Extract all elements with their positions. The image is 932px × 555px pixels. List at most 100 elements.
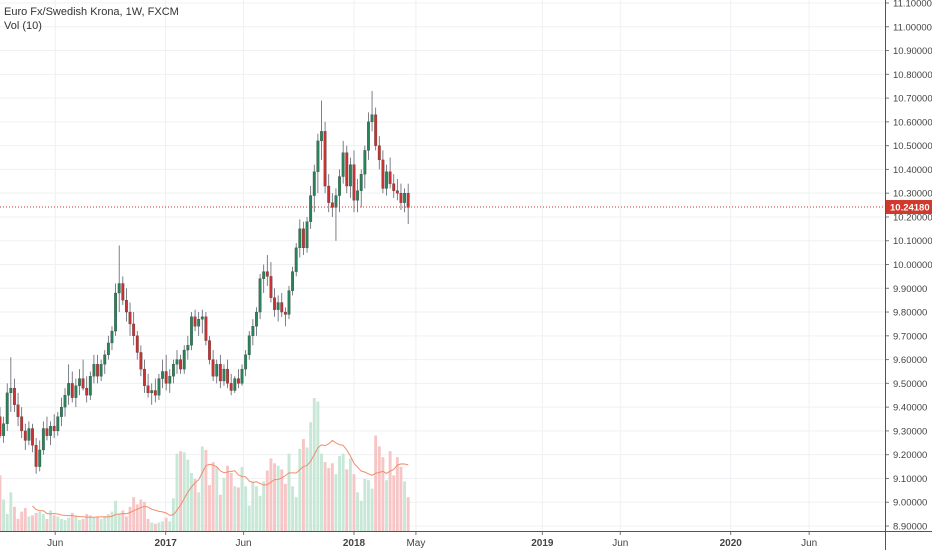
volume-bar [211, 462, 215, 531]
candle-body [244, 354, 248, 370]
time-tick-label: Jun [801, 538, 817, 549]
candle-body [269, 276, 273, 298]
volume-bar [67, 517, 71, 531]
volume-bar [301, 439, 305, 531]
volume-bar [280, 469, 284, 531]
price-tick-label: 10.30000 [893, 189, 932, 200]
candle-body [236, 378, 240, 384]
candle-body [200, 316, 204, 320]
candle-body [370, 114, 374, 123]
volume-bar [251, 481, 255, 531]
candle-body [226, 368, 229, 384]
volume-bar [2, 499, 6, 531]
volume-bar [74, 516, 78, 531]
volume-bar [385, 480, 388, 531]
candle-body [63, 395, 67, 408]
candle-body [211, 359, 215, 377]
candle-body [128, 311, 132, 325]
volume-bar [236, 487, 240, 531]
candle-body [208, 340, 211, 360]
candle-body [356, 190, 360, 201]
candle-body [305, 221, 309, 249]
time-tick-label: 2019 [531, 538, 554, 549]
volume-bar [305, 447, 309, 531]
candle-body [110, 330, 114, 344]
volume-bar [59, 518, 63, 531]
volume-ma-layer [32, 439, 409, 518]
volume-bar [377, 446, 381, 531]
volume-bar [146, 518, 150, 531]
volume-bar [233, 486, 237, 531]
last-price-line-layer: 10.24180 [0, 200, 932, 215]
volume-bar [49, 510, 53, 531]
volume-bar [356, 492, 360, 531]
price-tick-label: 9.20000 [893, 450, 927, 461]
candle-body [190, 316, 193, 346]
volume-bar [96, 516, 99, 531]
candle-body [359, 174, 363, 191]
volume-bar [164, 517, 168, 531]
volume-bar [197, 492, 201, 531]
candle-body [27, 428, 31, 441]
candle-body [283, 311, 287, 315]
candle-body [323, 131, 327, 187]
volume-bar [312, 398, 316, 531]
price-tick-label: 11.00000 [893, 22, 932, 33]
candle-body [193, 316, 197, 327]
volume-bar [338, 456, 341, 531]
volume-bar [31, 515, 34, 531]
candle-body [9, 387, 13, 394]
volume-bar [294, 497, 298, 531]
volume-bar [323, 462, 327, 531]
candle-body [316, 140, 320, 172]
candle-body [143, 368, 146, 386]
volume-bar [121, 510, 125, 531]
time-tick-label: May [406, 538, 425, 549]
candle-body [327, 185, 331, 203]
candle-body [262, 271, 266, 279]
volume-bar [348, 458, 352, 531]
volume-bar [287, 453, 291, 531]
candle-body [23, 430, 27, 441]
volume-bar [193, 479, 197, 531]
volume-bar [5, 514, 9, 531]
volume-bar [395, 457, 399, 531]
candle-body [78, 378, 81, 386]
volume-bar [114, 500, 118, 531]
volume-bar [103, 516, 107, 531]
volume-bar [327, 468, 331, 531]
price-tick-label: 10.40000 [893, 165, 932, 176]
volume-bar [132, 497, 136, 531]
candle-body [179, 359, 183, 370]
volume-bar [291, 486, 295, 531]
volume-bar [255, 486, 258, 531]
candle-body [215, 364, 219, 377]
volume-bar [406, 497, 410, 531]
volume-bar [9, 492, 13, 531]
candle-body [96, 364, 99, 377]
candle-body [16, 404, 20, 417]
candle-body [13, 387, 16, 405]
volume-bar [110, 511, 114, 531]
volume-bar [392, 475, 396, 531]
volume-bar [175, 453, 179, 531]
volume-bar [262, 481, 266, 531]
volume-bar [135, 504, 139, 531]
volume-bar [403, 481, 407, 531]
time-tick-label: Jun [612, 538, 628, 549]
volume-bar [182, 452, 186, 531]
volume-bar [276, 465, 280, 531]
candle-body [363, 150, 367, 175]
candle-body [85, 387, 89, 396]
candle-body [229, 383, 233, 391]
volume-bar [34, 512, 38, 531]
volume-bar [320, 453, 323, 531]
candle-body [31, 428, 34, 446]
price-tick-label: 10.90000 [893, 46, 932, 57]
candle-body [312, 171, 316, 196]
candle-body [2, 423, 6, 436]
volume-bar [0, 475, 2, 531]
volume-bar [117, 514, 121, 531]
